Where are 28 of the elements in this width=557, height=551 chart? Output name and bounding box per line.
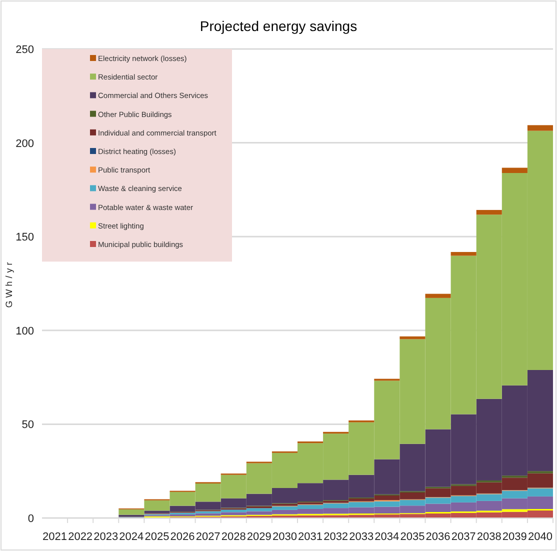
x-tick-label: 2023 <box>94 531 118 543</box>
x-tick-label: 2021 <box>42 531 68 543</box>
x-tick-label: 2030 <box>272 531 297 543</box>
x-tick-label: 2024 <box>119 531 144 543</box>
x-tick-label: 2027 <box>196 531 220 543</box>
x-tick-label: 2026 <box>170 531 195 543</box>
x-tick-label: 2025 <box>144 531 170 543</box>
x-tick-label: 2033 <box>349 531 374 543</box>
x-tick-label: 2029 <box>246 531 272 543</box>
x-tick-label: 2038 <box>476 531 502 543</box>
x-tick-label: 2028 <box>221 531 246 543</box>
x-tick-label: 2040 <box>528 531 552 543</box>
y-axis-title: GWh/yr <box>4 259 14 308</box>
y-tick-label: 250 <box>16 44 34 56</box>
x-tick-label: 2034 <box>374 531 400 543</box>
y-tick-label: 150 <box>16 232 34 244</box>
x-tick-label: 2035 <box>400 531 425 543</box>
x-tick-label: 2039 <box>502 531 527 543</box>
x-tick-label: 2032 <box>324 531 348 543</box>
y-tick-label: 200 <box>16 138 34 150</box>
y-tick-label: 50 <box>22 419 34 432</box>
x-tick-label: 2037 <box>451 531 476 543</box>
chart-title: Projected energy savings <box>200 18 358 34</box>
y-tick-label: 0 <box>28 513 34 525</box>
x-tick-label: 2036 <box>426 531 450 543</box>
y-tick-label: 100 <box>16 325 34 338</box>
x-tick-label: 2031 <box>298 531 323 543</box>
x-tick-label: 2022 <box>68 531 93 543</box>
